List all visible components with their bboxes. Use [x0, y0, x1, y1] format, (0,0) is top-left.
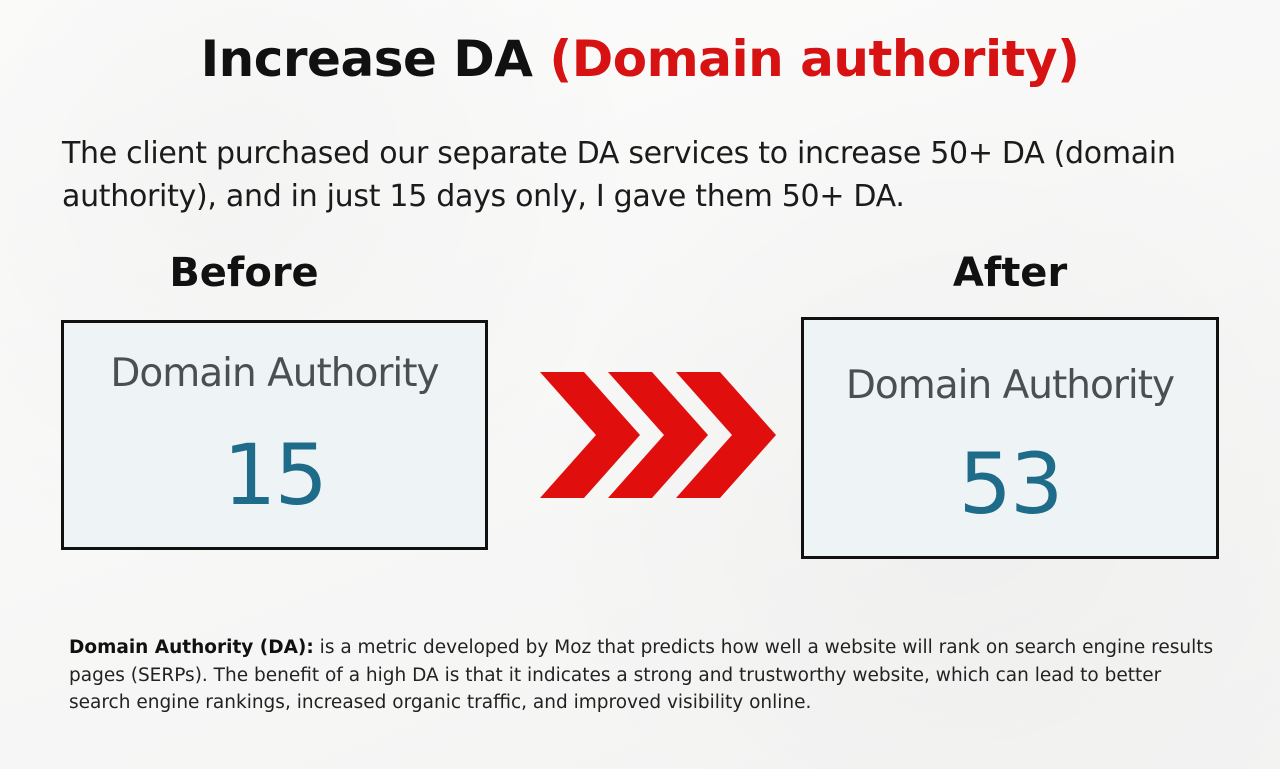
before-da-title: Domain Authority: [110, 351, 439, 396]
chevron-right-icon: [676, 372, 776, 498]
before-label: Before: [169, 250, 319, 296]
page-title: Increase DA (Domain authority): [0, 26, 1280, 92]
chevron-right-icon: [540, 372, 640, 498]
page-title-main: Increase DA: [200, 30, 533, 88]
triple-chevron-right-icon: [540, 372, 776, 498]
footnote-term: Domain Authority (DA):: [69, 637, 314, 658]
intro-text: The client purchased our separate DA ser…: [62, 136, 1176, 214]
before-da-card: Domain Authority 15: [61, 320, 488, 550]
footnote-text: is a metric developed by Moz that predic…: [69, 637, 1214, 713]
after-da-value: 53: [958, 435, 1064, 533]
chevron-right-icon: [608, 372, 708, 498]
footnote: Domain Authority (DA): is a metric devel…: [69, 634, 1221, 717]
after-da-card: Domain Authority 53: [801, 317, 1219, 559]
before-da-value: 15: [223, 426, 328, 524]
after-da-title: Domain Authority: [845, 363, 1175, 408]
page-title-highlight: (Domain authority): [549, 30, 1080, 88]
after-label: After: [952, 250, 1068, 296]
